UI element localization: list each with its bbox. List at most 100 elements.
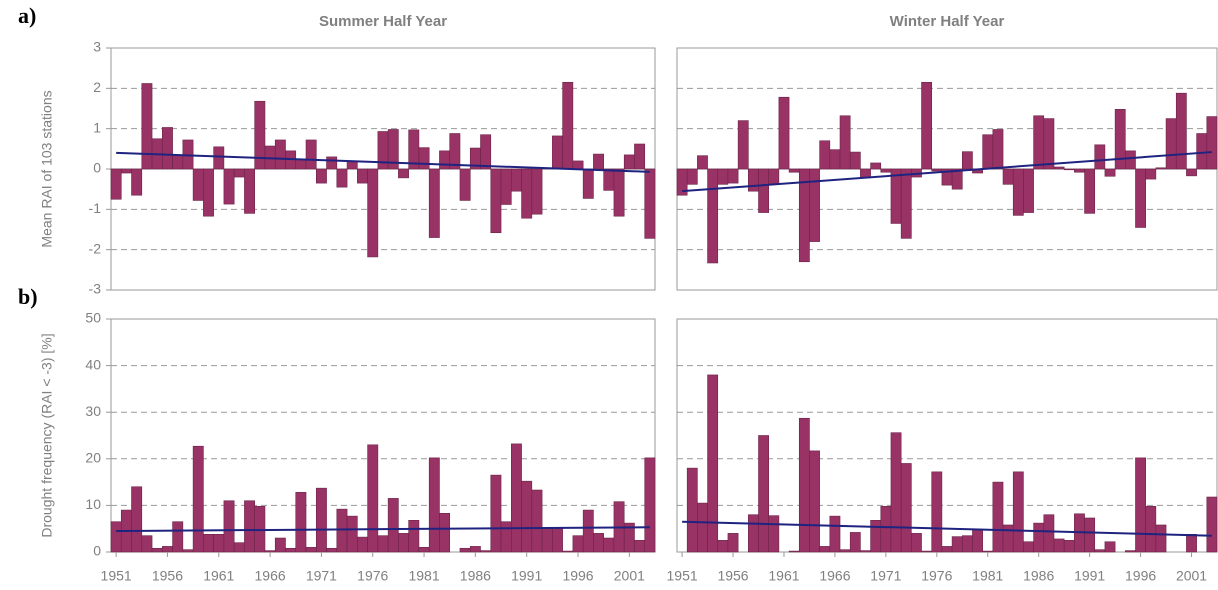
bar [1074,168,1085,173]
bar [809,450,820,553]
bar [697,155,708,170]
bar [992,129,1004,170]
bar [182,549,194,553]
bar [110,521,122,553]
bar [1023,541,1034,553]
bar [1043,514,1055,553]
bar [1125,550,1136,553]
bar [387,129,399,170]
bar [931,168,943,172]
bar [162,127,173,170]
bar [367,444,379,553]
y-axis-label: Drought frequency (RAI < -3) [%] [39,333,55,537]
bar [326,547,338,553]
bar [336,168,348,188]
x-tick-label: 1986 [1023,568,1054,584]
x-tick-label: 2001 [1176,568,1207,584]
bar [315,168,327,184]
bar [254,100,266,170]
bar [439,150,451,170]
bar [541,528,553,553]
bar [644,457,656,553]
bar [244,168,255,214]
bar [819,546,831,553]
bar [1114,109,1126,170]
bar [717,168,729,185]
bar [634,540,646,553]
bar [809,168,820,242]
bar [829,515,841,553]
panel-title: Summer Half Year [319,13,447,30]
bar [717,540,729,553]
bar [572,160,584,170]
bar [941,546,953,553]
bar [552,135,563,170]
bar [162,546,173,553]
y-tick-label: 30 [85,403,101,419]
bar [418,547,430,553]
bar [264,550,276,553]
bar [151,547,163,553]
bar [961,151,973,170]
y-tick-label: -1 [89,200,102,216]
bar [511,168,522,192]
bar [1002,168,1014,185]
bar [1012,471,1024,553]
bar [469,546,481,553]
bar [1053,166,1065,170]
bar [562,550,574,553]
bar [346,515,358,553]
bar [439,513,451,553]
bar [131,168,143,196]
bar [880,506,892,553]
y-tick-label: 2 [93,79,101,95]
bar [233,168,245,178]
x-tick-label: 1981 [972,568,1003,584]
bar [572,535,584,553]
bar [644,168,656,239]
x-tick-label: 1971 [870,568,901,584]
x-tick-label: 1961 [203,568,234,584]
bar [141,83,153,170]
bar [131,486,143,553]
bar [1084,517,1096,553]
bar [849,151,861,170]
bar [203,168,214,217]
x-tick-label: 1986 [460,568,491,584]
trend-line [682,151,1212,193]
bar [921,550,933,553]
panel-title: Winter Half Year [890,13,1005,30]
bar [634,143,646,170]
bar [839,115,851,170]
bar [490,168,502,234]
y-axis-label: Mean RAI of 103 stations [39,90,55,247]
x-tick-label: 1956 [152,568,183,584]
bar [1002,524,1014,553]
bar [686,467,698,553]
y-tick-label: -2 [89,240,102,256]
bar [778,96,790,170]
bar [1053,538,1065,553]
bar [727,533,739,553]
bar [511,443,522,553]
bar [1165,118,1177,170]
x-tick-label: 1951 [101,568,132,584]
bar [582,509,594,553]
bar [305,139,317,170]
bar [1104,541,1116,553]
bar [295,492,307,553]
x-tick-label: 1996 [562,568,593,584]
bar [521,168,533,219]
bar [428,457,440,553]
bar [870,520,882,553]
bar [727,168,739,184]
bar [582,168,594,199]
bar [1186,533,1197,553]
bar [1033,522,1045,553]
x-tick-label: 1976 [921,568,952,584]
bar [849,532,861,553]
bar [398,533,409,553]
bar [870,162,882,170]
bar [982,134,994,170]
